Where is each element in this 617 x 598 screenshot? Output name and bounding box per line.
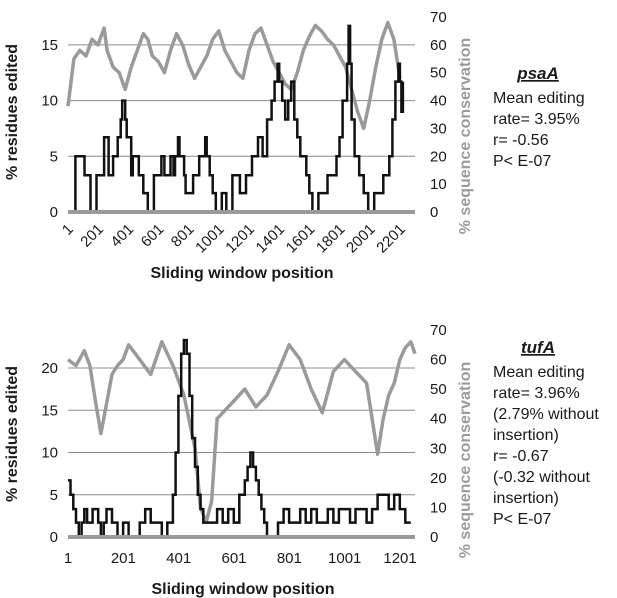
- y2-tick-label: 50: [430, 65, 447, 82]
- x-tick-label: 1201: [222, 221, 258, 257]
- x-tick-label: 401: [166, 550, 191, 567]
- x-tick-label: 1201: [383, 550, 416, 567]
- annotation-line: rate= 3.96%: [493, 385, 580, 402]
- y2-tick-label: 20: [430, 148, 447, 165]
- y2-tick-label: 30: [430, 440, 447, 457]
- editing-series-line: [68, 24, 405, 214]
- editing-series-line: [68, 338, 411, 539]
- annotation-line: r= -0.67: [493, 448, 549, 465]
- y2-tick-label: 20: [430, 470, 447, 487]
- x-tick-label: 601: [138, 221, 168, 251]
- y2-tick-label: 40: [430, 93, 447, 110]
- y2-tick-label: 40: [430, 411, 447, 428]
- y2-tick-label: 0: [430, 204, 438, 221]
- y2-tick-label: 10: [430, 176, 447, 193]
- stats-annotation: Mean editing rate= 3.96% (2.79% without ins…: [493, 364, 599, 528]
- annotation-line: P< E-07: [493, 511, 551, 528]
- conservation-series-line: [66, 340, 417, 524]
- x-tick-label: 1: [64, 550, 72, 567]
- gene-name: psaA: [516, 64, 559, 83]
- stats-annotation: Mean editing rate= 3.95% r= -0.56 P< E-07: [493, 90, 585, 170]
- gene-name: tufA: [521, 338, 555, 357]
- y-tick-label: 20: [41, 360, 58, 377]
- annotation-line: rate= 3.95%: [493, 111, 580, 128]
- annotation-line: r= -0.56: [493, 132, 549, 149]
- y-tick-label: 5: [50, 148, 58, 165]
- x-tick-label: 1401: [253, 221, 289, 257]
- x-tick-label: 201: [111, 550, 136, 567]
- annotation-line: insertion): [493, 490, 559, 507]
- x-tick-label: 1001: [328, 550, 361, 567]
- x-tick-label: 801: [277, 550, 302, 567]
- x-tick-label: 1801: [313, 221, 349, 257]
- y-tick-label: 15: [41, 402, 58, 419]
- y2-tick-label: 60: [430, 352, 447, 369]
- y2-axis-label: % sequence conservation: [457, 362, 474, 559]
- y-tick-label: 0: [50, 529, 58, 546]
- x-tick-label: 201: [77, 221, 107, 251]
- annotation-line: insertion): [493, 427, 559, 444]
- y-tick-label: 10: [41, 445, 58, 462]
- annotation-line: (2.79% without: [493, 406, 599, 423]
- x-axis-label: Sliding window position: [150, 265, 333, 282]
- y2-tick-label: 10: [430, 499, 447, 516]
- y2-tick-label: 60: [430, 37, 447, 54]
- x-tick-label: 601: [222, 550, 247, 567]
- y2-axis-label: % sequence conservation: [457, 38, 474, 235]
- y-axis-label: % residues edited: [4, 44, 21, 180]
- y-tick-label: 5: [50, 487, 58, 504]
- x-tick-label: 1: [59, 221, 77, 239]
- annotation-line: P< E-07: [493, 153, 551, 170]
- annotation-line: (-0.32 without: [493, 469, 590, 486]
- x-tick-label: 2001: [343, 221, 379, 257]
- y2-tick-label: 50: [430, 381, 447, 398]
- x-tick-label: 401: [107, 221, 137, 251]
- y-axis-label: % residues edited: [4, 366, 21, 502]
- x-axis-label: Sliding window position: [151, 581, 334, 598]
- y-tick-label: 0: [50, 204, 58, 221]
- y2-tick-label: 0: [430, 529, 438, 546]
- x-tick-label: 1001: [192, 221, 228, 257]
- y2-tick-label: 70: [430, 322, 447, 339]
- x-tick-label: 2201: [373, 221, 409, 257]
- y2-tick-label: 70: [430, 9, 447, 26]
- y-tick-label: 15: [41, 37, 58, 54]
- x-tick-label: 1601: [283, 221, 319, 257]
- y-tick-label: 10: [41, 93, 58, 110]
- annotation-line: Mean editing: [493, 364, 585, 381]
- y2-tick-label: 30: [430, 120, 447, 137]
- annotation-line: Mean editing: [493, 90, 585, 107]
- conservation-series-line: [66, 20, 402, 131]
